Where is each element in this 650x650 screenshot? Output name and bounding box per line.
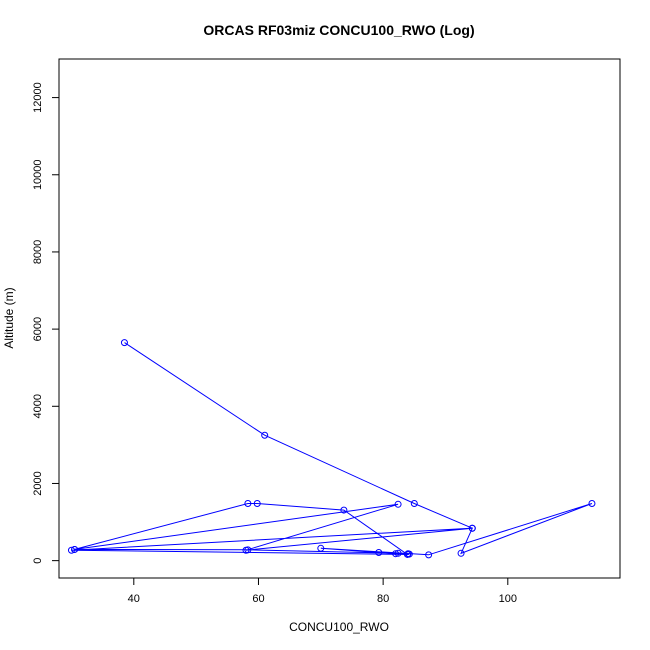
data-point [457, 549, 465, 557]
y-tick-label: 8000 [32, 240, 44, 264]
y-tick-label: 6000 [32, 317, 44, 341]
data-point [394, 549, 402, 557]
x-axis: 40 60 80 100 [128, 577, 517, 605]
data-point [317, 544, 325, 552]
data-point [425, 551, 433, 559]
data-point [244, 500, 252, 508]
y-tick-label: 10000 [32, 159, 44, 190]
data-point [405, 550, 413, 558]
data-point [340, 506, 348, 514]
data-point [120, 339, 128, 347]
y-axis: 0 2000 4000 6000 8000 10000 12000 [32, 82, 60, 564]
data-point [67, 546, 75, 554]
data-point [392, 550, 400, 558]
data-point [468, 524, 476, 532]
y-tick-label: 4000 [32, 394, 44, 418]
data-point [394, 500, 402, 508]
x-axis-label: CONCU100_RWO [289, 620, 389, 634]
x-tick-label: 60 [252, 593, 264, 605]
chart-title: ORCAS RF03miz CONCU100_RWO (Log) [203, 22, 474, 38]
data-point [261, 431, 269, 439]
plot-frame [58, 58, 621, 579]
x-tick-label: 40 [128, 593, 140, 605]
data-point [588, 500, 596, 508]
x-tick-label: 100 [499, 593, 517, 605]
series-line [71, 342, 593, 556]
data-point [253, 500, 261, 508]
data-series [67, 339, 596, 559]
x-tick-label: 80 [377, 593, 389, 605]
y-tick-label: 0 [32, 558, 44, 564]
data-point [410, 500, 418, 508]
y-tick-label: 2000 [32, 471, 44, 495]
data-point [375, 549, 383, 557]
data-point [244, 546, 252, 554]
data-point [71, 545, 79, 553]
y-axis-label: Altitude (m) [2, 287, 16, 348]
y-tick-label: 12000 [32, 82, 44, 113]
